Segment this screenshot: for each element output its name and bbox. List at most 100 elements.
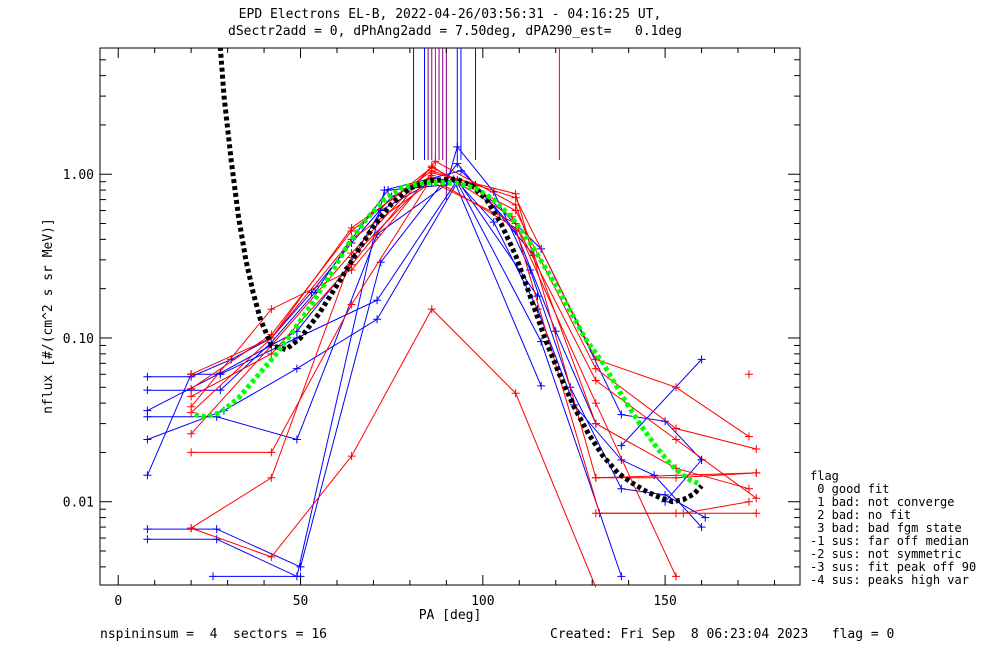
data-point (456, 166, 465, 175)
series-line (190, 308, 597, 588)
series-line (190, 172, 757, 479)
legend-entry: 2 bad: no fit (810, 508, 912, 522)
x-axis-label: PA [deg] (419, 608, 482, 623)
data-point (267, 552, 276, 561)
data-point (267, 448, 276, 457)
data-point (744, 497, 753, 506)
data-point (209, 572, 218, 581)
data-point (187, 408, 196, 417)
data-point (591, 473, 600, 482)
data-point (347, 452, 356, 461)
legend-entry: -3 sus: fit peak off 90 (810, 560, 977, 574)
plot-frame (99, 47, 801, 586)
data-point (591, 419, 600, 428)
series-line (147, 181, 702, 528)
data-point (212, 535, 221, 544)
data-point (591, 376, 600, 385)
x-tick-label: 150 (653, 594, 676, 609)
legend-title: flag (810, 469, 839, 483)
data-point (267, 473, 276, 482)
data-point (292, 364, 301, 373)
data-point (431, 157, 440, 166)
data-point (537, 337, 546, 346)
chart-title-line2: dSectr2add = 0, dPhAng2add = 7.50deg, dP… (228, 24, 682, 39)
data-point (187, 429, 196, 438)
data-point (453, 159, 462, 168)
data-point (143, 525, 152, 534)
data-point (296, 562, 305, 571)
series-line (190, 175, 433, 529)
data-point (752, 444, 761, 453)
data-point (212, 525, 221, 534)
series-line (147, 177, 597, 424)
black-fit-curve (217, 48, 704, 505)
series-line (147, 181, 622, 577)
data-point (143, 386, 152, 395)
data-point (187, 370, 196, 379)
series-line (664, 459, 702, 503)
data-point (672, 572, 681, 581)
data-point (347, 227, 356, 236)
y-tick-label: 0.10 (63, 332, 94, 347)
series-line (147, 170, 702, 578)
data-point (489, 218, 498, 227)
data-point (216, 386, 225, 395)
data-point (672, 435, 681, 444)
data-point (187, 384, 196, 393)
data-point (617, 441, 626, 450)
data-point (533, 292, 542, 301)
data-point (143, 471, 152, 480)
data-point (267, 305, 276, 314)
data-point (752, 494, 761, 503)
data-point (453, 142, 462, 151)
data-point (143, 535, 152, 544)
data-point (591, 399, 600, 408)
data-point (697, 355, 706, 364)
y-tick-label: 1.00 (63, 168, 94, 183)
chart-title-line1: EPD Electrons EL-B, 2022-04-26/03:56:31 … (238, 7, 662, 22)
legend-entry: -1 sus: far off median (810, 534, 969, 548)
data-point (551, 327, 560, 336)
data-point (672, 509, 681, 518)
data-point (347, 300, 356, 309)
data-point (380, 186, 389, 195)
legend-entry: 1 bad: not converge (810, 495, 955, 509)
x-tick-label: 50 (293, 594, 309, 609)
data-point (661, 417, 670, 426)
data-point (292, 435, 301, 444)
data-point (187, 524, 196, 533)
data-point (427, 305, 436, 314)
data-point (591, 509, 600, 518)
flag-legend: flag 0 good fit 1 bad: not converge 2 ba… (810, 470, 976, 587)
data-point (373, 315, 382, 324)
data-point (143, 372, 152, 381)
data-point (373, 296, 382, 305)
data-point (187, 392, 196, 401)
legend-entry: 0 good fit (810, 482, 890, 496)
data-point (672, 473, 681, 482)
legend-entry: -2 sus: not symmetric (810, 547, 962, 561)
data-point (744, 484, 753, 493)
data-point (672, 383, 681, 392)
data-point (187, 448, 196, 457)
x-tick-label: 0 (114, 594, 122, 609)
axes: 0 50 100 150 0.01 0.10 1.00 (63, 48, 800, 609)
x-tick-label: 100 (471, 594, 494, 609)
data-point (511, 389, 520, 398)
series-line (147, 162, 535, 568)
data-point (697, 523, 706, 532)
legend-entry: 3 bad: bad fgm state (810, 521, 962, 535)
data-point (591, 364, 600, 373)
series-line (190, 166, 757, 450)
footer-spin-info: nspininsum = 4 sectors = 16 (100, 627, 327, 642)
data-point (744, 370, 753, 379)
series-line (190, 160, 750, 490)
series-line (621, 359, 702, 446)
legend-entry: -4 sus: peaks high var (810, 573, 969, 587)
data-point (617, 410, 626, 419)
data-point (701, 513, 710, 522)
series-line (190, 170, 750, 438)
data-point (537, 381, 546, 390)
data-point (744, 432, 753, 441)
